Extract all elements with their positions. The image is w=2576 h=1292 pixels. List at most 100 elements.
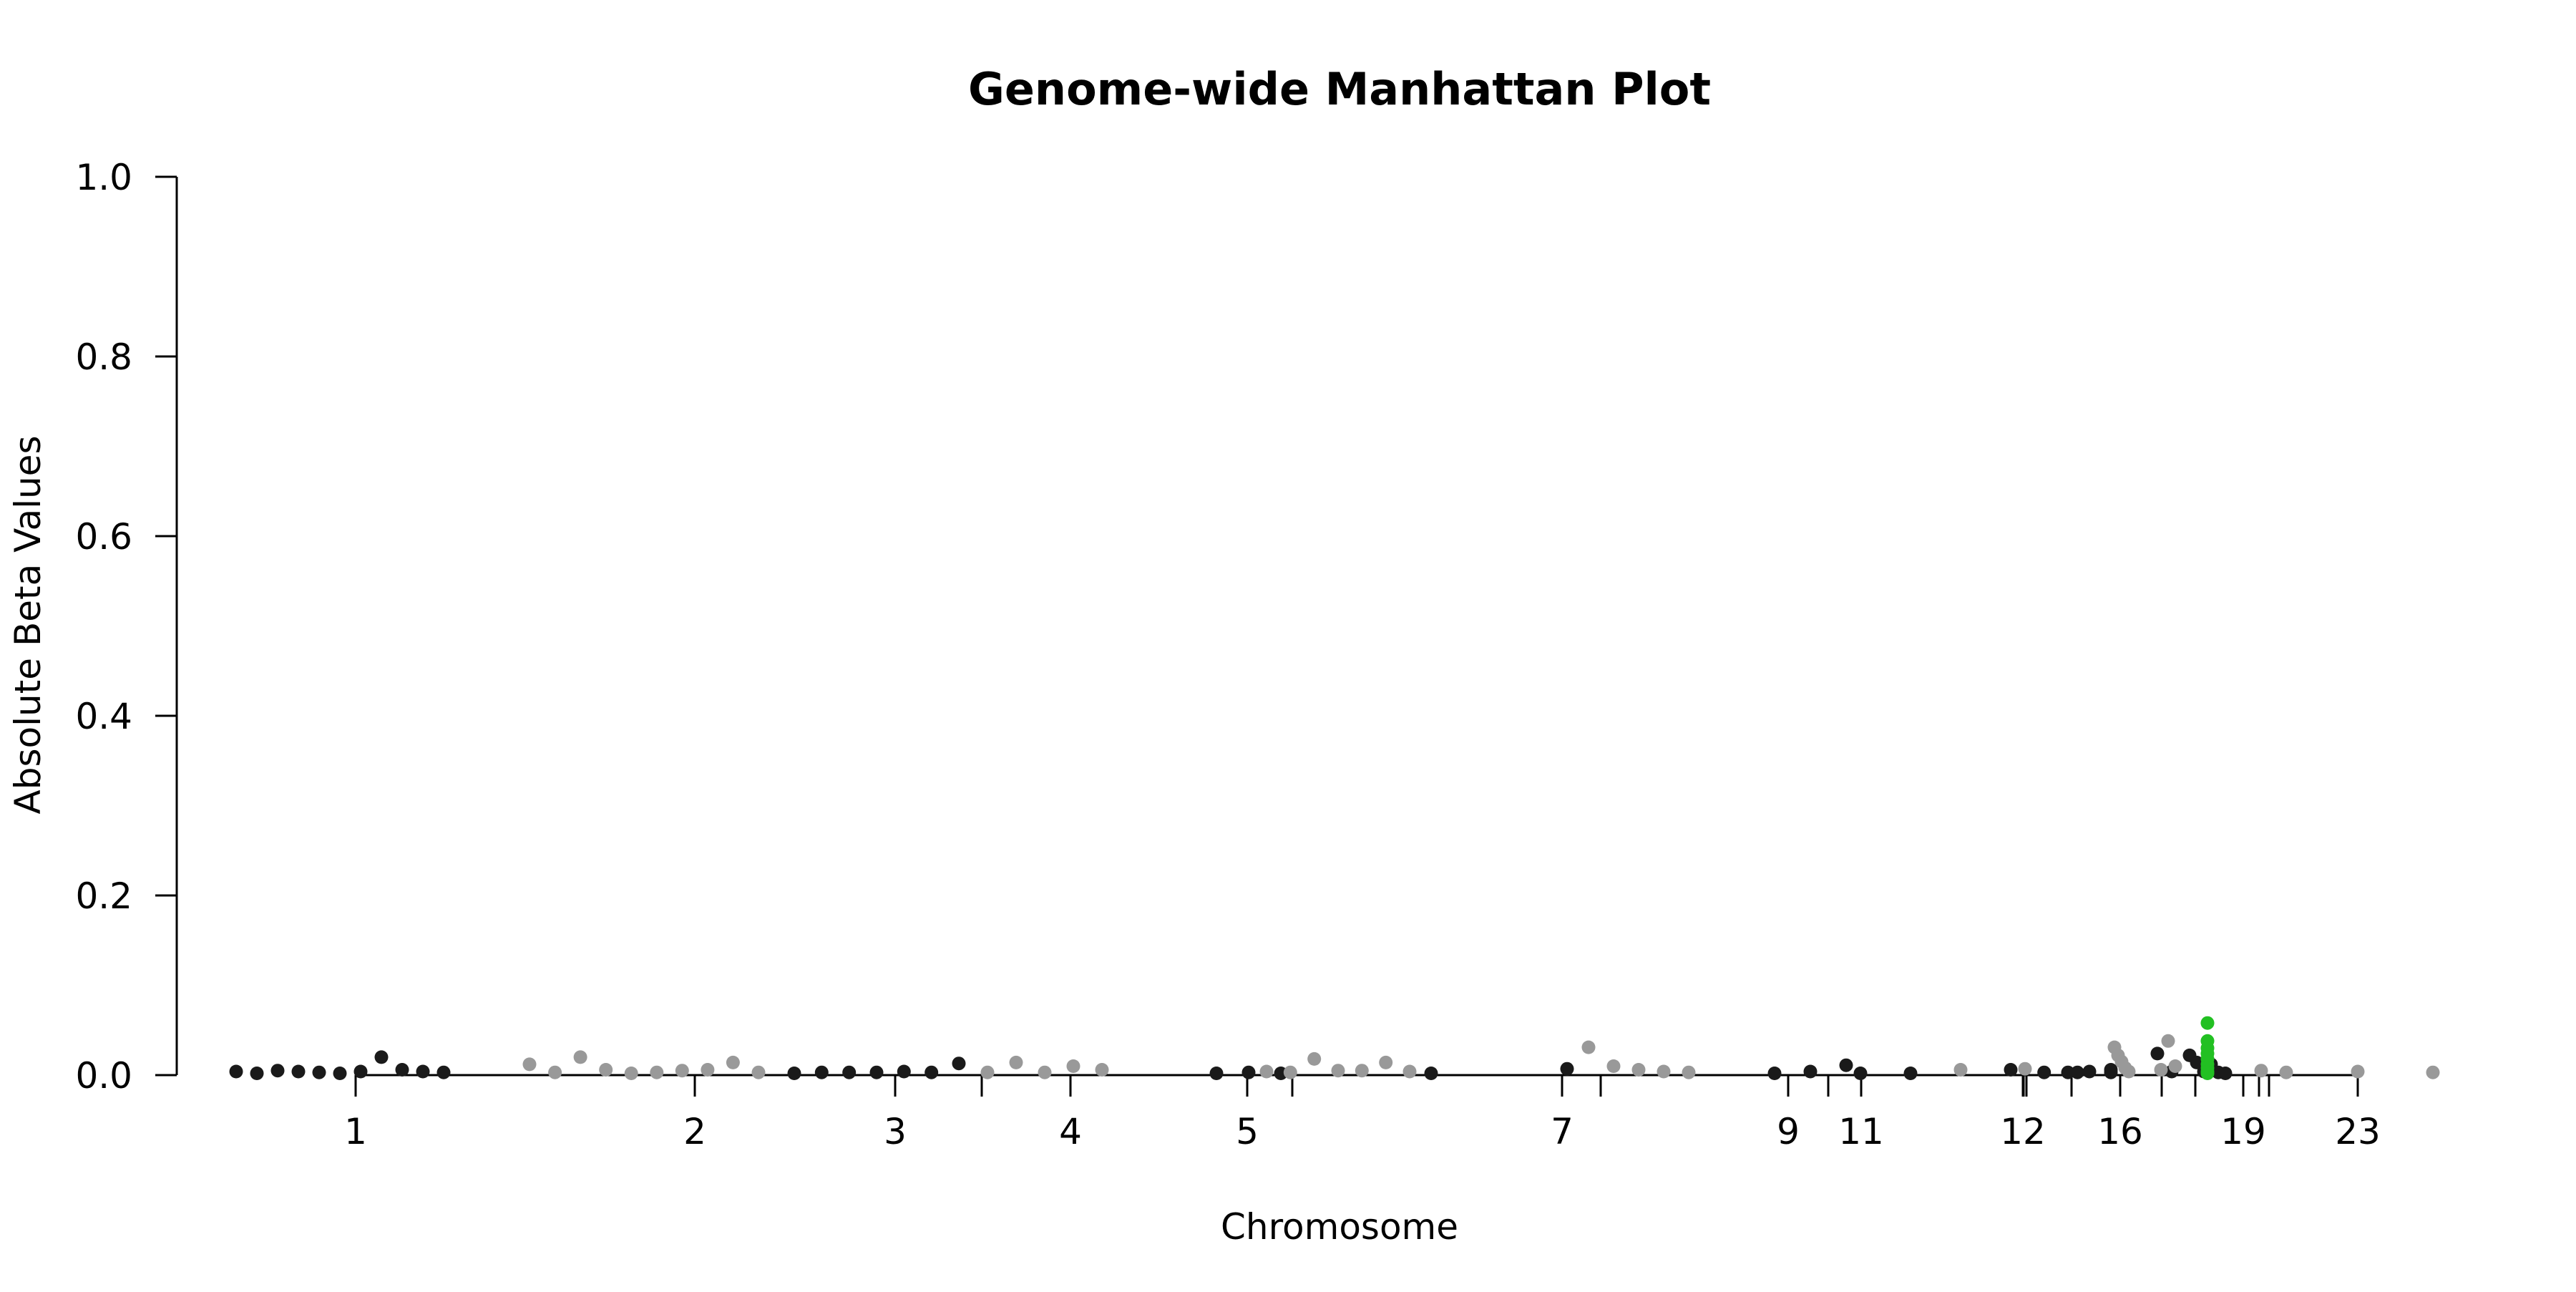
x-tick-label: 11 — [1838, 1111, 1884, 1152]
x-tick-label: 16 — [2097, 1111, 2143, 1152]
data-point — [980, 1065, 995, 1079]
x-tick-label: 7 — [1551, 1111, 1574, 1152]
data-point — [1209, 1067, 1224, 1080]
data-point — [2279, 1065, 2293, 1079]
data-point — [2351, 1064, 2365, 1079]
data-point — [599, 1063, 613, 1077]
data-point — [924, 1065, 939, 1079]
x-tick-label: 12 — [2000, 1111, 2046, 1152]
x-tick-label: 5 — [1236, 1111, 1259, 1152]
y-axis: 0.0 0.2 0.4 0.6 0.8 1.0 — [75, 157, 178, 1097]
data-point — [842, 1065, 857, 1079]
data-point — [1379, 1055, 1393, 1069]
data-point — [333, 1067, 347, 1080]
data-point — [395, 1063, 409, 1077]
data-point — [1606, 1059, 1621, 1073]
data-point — [1682, 1065, 1696, 1079]
data-point — [229, 1064, 243, 1079]
data-point — [2426, 1065, 2440, 1079]
data-point — [291, 1064, 306, 1079]
x-axis: 1 2 3 4 5 7 9 11 12 16 19 23 — [344, 1074, 2381, 1152]
data-point — [650, 1065, 664, 1079]
data-point — [522, 1057, 537, 1072]
data-point — [312, 1065, 326, 1079]
data-point — [2061, 1065, 2075, 1079]
y-tick-label: 0.2 — [75, 875, 132, 917]
data-point — [787, 1067, 801, 1080]
data-point — [2018, 1062, 2032, 1076]
data-point — [897, 1064, 911, 1079]
data-point — [1581, 1040, 1596, 1054]
data-point — [952, 1057, 966, 1071]
data-point — [2200, 1016, 2215, 1030]
data-point — [2200, 1067, 2215, 1080]
data-point — [1631, 1063, 1646, 1077]
y-tick-label: 1.0 — [75, 157, 132, 198]
data-point — [2070, 1065, 2084, 1079]
chart-title: Genome-wide Manhattan Plot — [968, 63, 1711, 115]
data-point — [1767, 1067, 1782, 1080]
data-point — [2218, 1067, 2233, 1080]
data-point — [1839, 1058, 1853, 1072]
data-point — [624, 1067, 638, 1080]
data-point — [2082, 1064, 2097, 1079]
y-tick-label: 0.6 — [75, 516, 132, 558]
data-point — [2104, 1063, 2118, 1077]
y-tick-label: 0.8 — [75, 336, 132, 378]
data-point — [353, 1064, 368, 1079]
data-point — [1657, 1064, 1671, 1079]
data-point — [869, 1065, 884, 1079]
x-tick-label: 19 — [2220, 1111, 2266, 1152]
data-point — [573, 1050, 587, 1064]
x-tick-label: 2 — [683, 1111, 706, 1152]
data-point — [1402, 1064, 1417, 1079]
data-point — [2037, 1065, 2051, 1079]
x-tick-label: 23 — [2335, 1111, 2381, 1152]
data-point — [1307, 1051, 1322, 1066]
data-point — [2122, 1064, 2136, 1079]
x-tick-label: 1 — [344, 1111, 367, 1152]
data-point — [1241, 1065, 1256, 1079]
data-point — [1953, 1063, 1968, 1077]
data-point — [1038, 1065, 1052, 1079]
data-point — [726, 1055, 740, 1069]
x-tick-label: 3 — [884, 1111, 907, 1152]
data-point — [436, 1065, 451, 1079]
data-point — [701, 1063, 715, 1077]
x-axis-label: Chromosome — [1221, 1206, 1458, 1248]
data-point — [1331, 1064, 1345, 1078]
data-point — [2004, 1063, 2018, 1077]
data-point — [814, 1065, 829, 1079]
data-point — [1259, 1064, 1274, 1079]
data-point — [374, 1050, 389, 1064]
y-axis-label: Absolute Beta Values — [7, 436, 49, 815]
x-tick-label: 4 — [1059, 1111, 1082, 1152]
data-point — [1283, 1065, 1297, 1079]
data-point — [548, 1065, 562, 1079]
data-point — [675, 1064, 689, 1078]
x-tick-label: 9 — [1777, 1111, 1800, 1152]
data-point — [751, 1065, 766, 1079]
data-points — [229, 1016, 2440, 1080]
data-point — [1803, 1064, 1818, 1079]
data-point — [416, 1064, 430, 1079]
data-point — [1009, 1055, 1023, 1069]
data-point — [2254, 1064, 2268, 1078]
data-point — [1355, 1064, 1369, 1078]
data-point — [1853, 1067, 1868, 1080]
data-point — [2150, 1046, 2165, 1061]
data-point — [1424, 1067, 1438, 1080]
data-point — [1903, 1067, 1918, 1080]
data-point — [250, 1067, 264, 1080]
y-tick-label: 0.0 — [75, 1055, 132, 1097]
data-point — [2168, 1059, 2182, 1073]
data-point — [270, 1064, 285, 1078]
data-point — [1095, 1063, 1109, 1077]
y-tick-label: 0.4 — [75, 696, 132, 737]
data-point — [1066, 1059, 1080, 1073]
data-point — [2161, 1034, 2175, 1048]
data-point — [1560, 1062, 1574, 1076]
data-point — [2154, 1063, 2168, 1077]
